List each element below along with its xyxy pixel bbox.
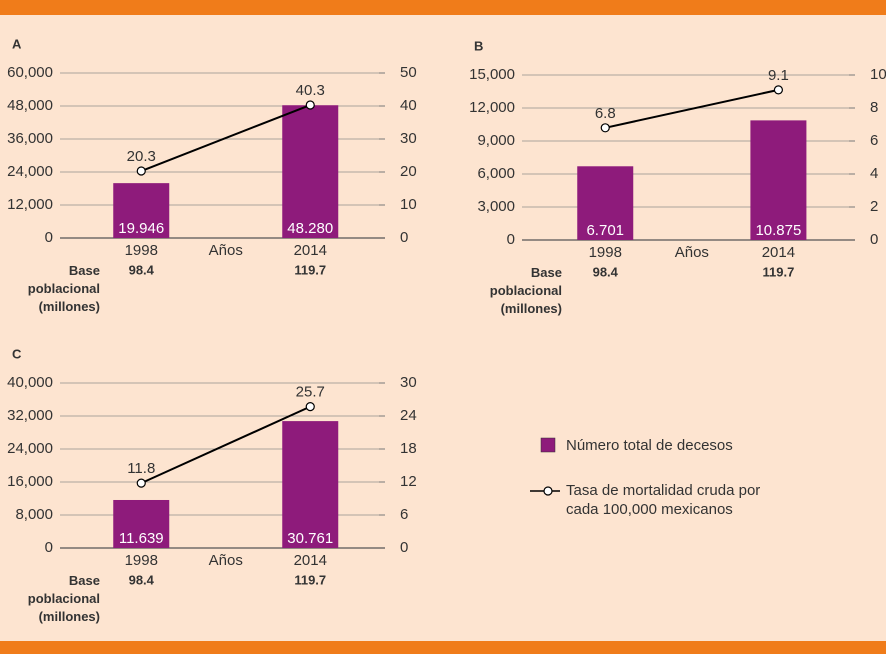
bar-value-label: 10.875 xyxy=(755,222,801,239)
y-tick-label: 6,000 xyxy=(477,165,515,182)
y2-tick-label: 24 xyxy=(400,407,417,424)
x-axis-label: Años xyxy=(675,244,709,261)
y-tick-label: 36,000 xyxy=(7,130,53,147)
y2-tick-label: 10 xyxy=(400,196,417,213)
point-label: 20.3 xyxy=(127,148,156,165)
legend-marker xyxy=(543,486,553,496)
bar-value-label: 6.701 xyxy=(586,222,624,239)
bar-value-label: 30.761 xyxy=(287,530,333,547)
bar-value-label: 11.639 xyxy=(119,530,164,547)
y-tick-label: 24,000 xyxy=(7,440,53,457)
y-tick-label: 15,000 xyxy=(469,66,515,83)
y-tick-label: 32,000 xyxy=(7,407,53,424)
y2-tick-label: 0 xyxy=(400,539,408,556)
point-label: 40.3 xyxy=(296,82,325,99)
bar xyxy=(282,105,339,238)
base-label: Base poblacional (millones) xyxy=(489,265,562,316)
y-tick-label: 3,000 xyxy=(477,198,515,215)
y2-tick-label: 50 xyxy=(400,64,417,81)
base-value: 119.7 xyxy=(294,262,326,277)
y2-tick-label: 30 xyxy=(400,374,417,391)
base-label: Base poblacional (millones) xyxy=(27,263,100,314)
top-band xyxy=(0,0,886,15)
y-tick-label: 12,000 xyxy=(7,196,53,213)
point-label: 6.8 xyxy=(595,105,616,122)
y2-tick-label: 4 xyxy=(870,165,878,182)
y2-tick-label: 20 xyxy=(400,163,417,180)
y2-tick-label: 10 xyxy=(870,66,886,83)
x-tick-label: 1998 xyxy=(125,242,158,259)
panel-title: A xyxy=(12,36,22,51)
legend-swatch xyxy=(540,437,556,453)
line-marker xyxy=(600,123,610,133)
bar-value-label: 48.280 xyxy=(287,220,333,237)
line-marker xyxy=(136,166,146,176)
line xyxy=(605,88,779,129)
legend-label: Tasa de mortalidad cruda por cada 100,00… xyxy=(566,482,761,518)
base-value: 98.4 xyxy=(129,572,155,587)
y2-tick-label: 30 xyxy=(400,130,417,147)
y2-tick-label: 18 xyxy=(400,440,417,457)
y-tick-label: 8,000 xyxy=(15,506,53,523)
y-tick-label: 16,000 xyxy=(7,473,53,490)
y-tick-label: 0 xyxy=(45,539,53,556)
bottom-band xyxy=(0,641,886,654)
legend-label: Número total de decesos xyxy=(566,437,733,454)
point-label: 9.1 xyxy=(768,67,789,84)
bar xyxy=(113,183,170,238)
line-marker xyxy=(305,100,315,110)
x-tick-label: 2014 xyxy=(762,244,795,261)
bar xyxy=(750,120,807,240)
y-tick-label: 48,000 xyxy=(7,97,53,114)
x-tick-label: 2014 xyxy=(294,552,327,569)
panel-title: C xyxy=(12,346,22,361)
base-value: 119.7 xyxy=(762,264,794,279)
bar-value-label: 19.946 xyxy=(118,220,164,237)
line xyxy=(140,104,311,172)
y2-tick-label: 8 xyxy=(870,99,878,116)
y-tick-label: 0 xyxy=(45,229,53,246)
y2-tick-label: 0 xyxy=(400,229,408,246)
line xyxy=(140,405,311,485)
base-value: 98.4 xyxy=(129,262,155,277)
base-value: 119.7 xyxy=(294,572,326,587)
x-tick-label: 1998 xyxy=(125,552,158,569)
bar xyxy=(577,166,634,240)
bar xyxy=(113,499,170,548)
line-marker xyxy=(773,85,784,95)
panel-title: B xyxy=(474,38,483,53)
point-label: 25.7 xyxy=(296,384,325,401)
y2-tick-label: 40 xyxy=(400,97,417,114)
y2-tick-label: 0 xyxy=(870,231,878,248)
y-tick-label: 12,000 xyxy=(469,99,515,116)
y2-tick-label: 2 xyxy=(870,198,878,215)
y-tick-label: 60,000 xyxy=(7,64,53,81)
y2-tick-label: 6 xyxy=(870,132,878,149)
y2-tick-label: 6 xyxy=(400,506,408,523)
point-label: 11.8 xyxy=(127,460,155,477)
y-tick-label: 0 xyxy=(507,231,515,248)
line-marker xyxy=(305,402,315,412)
x-tick-label: 1998 xyxy=(589,244,622,261)
y2-tick-label: 12 xyxy=(400,473,417,490)
base-label: Base poblacional (millones) xyxy=(27,573,100,624)
x-axis-label: Años xyxy=(209,552,243,569)
x-axis-label: Años xyxy=(209,242,243,259)
x-tick-label: 2014 xyxy=(294,242,327,259)
base-value: 98.4 xyxy=(593,264,619,279)
line-marker xyxy=(136,478,146,488)
y-tick-label: 9,000 xyxy=(477,132,515,149)
y-tick-label: 24,000 xyxy=(7,163,53,180)
y-tick-label: 40,000 xyxy=(7,374,53,391)
bar xyxy=(282,421,339,548)
